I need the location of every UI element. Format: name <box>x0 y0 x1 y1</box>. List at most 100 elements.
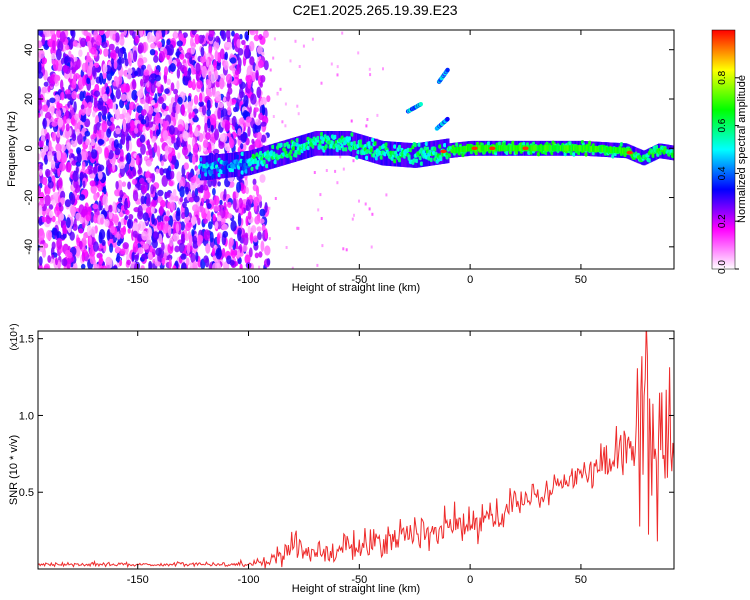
y-tick-label: 1.0 <box>19 410 34 422</box>
noise-speckle <box>156 145 161 157</box>
noise-speckle <box>44 128 48 135</box>
sparse-speckle <box>385 193 388 197</box>
ridge-core <box>210 170 214 175</box>
ridge-band <box>605 146 608 153</box>
noise-speckle <box>123 199 129 211</box>
sparse-speckle <box>281 120 284 124</box>
noise-speckle <box>178 33 184 41</box>
noise-speckle <box>59 162 66 172</box>
ridge-band <box>588 145 591 152</box>
ridge-core <box>505 150 509 155</box>
sparse-speckle <box>371 212 374 216</box>
noise-speckle <box>264 202 268 213</box>
noise-speckle <box>205 132 211 141</box>
noise-speckle <box>130 119 135 129</box>
noise-speckle <box>136 105 143 114</box>
noise-speckle <box>44 184 48 196</box>
noise-speckle <box>70 205 76 218</box>
noise-speckle <box>256 86 262 99</box>
noise-speckle <box>150 83 156 94</box>
spectrogram-x-axis: -150 -100 -50 0 50 <box>127 30 587 286</box>
noise-speckle <box>159 205 164 216</box>
ridge-band <box>482 145 485 152</box>
noise-speckle <box>155 129 160 137</box>
noise-speckle <box>116 240 121 247</box>
ridge-band <box>604 146 607 153</box>
noise-speckle <box>60 57 65 65</box>
ridge-core <box>222 169 226 175</box>
noise-speckle <box>223 188 227 200</box>
noise-speckle <box>187 80 193 89</box>
noise-speckle <box>223 60 229 71</box>
ridge-outer <box>222 153 226 179</box>
sparse-speckle <box>316 263 319 267</box>
ridge-core <box>568 141 573 146</box>
ridge-band <box>546 145 549 152</box>
y-tick-label: 1.5 <box>19 334 34 346</box>
noise-speckle <box>198 205 205 213</box>
ridge-band <box>547 145 550 152</box>
ridge-band <box>576 145 579 152</box>
noise-speckle <box>107 48 111 59</box>
sparse-speckle <box>368 207 371 211</box>
noise-speckle <box>110 225 116 234</box>
snr-frame <box>37 330 675 570</box>
noise-speckle <box>123 121 127 133</box>
ridge-core <box>379 155 384 160</box>
noise-speckle <box>226 91 231 102</box>
noise-speckle <box>245 199 252 212</box>
noise-speckle <box>218 204 224 210</box>
noise-speckle <box>68 50 72 57</box>
noise-speckle <box>104 204 110 212</box>
noise-speckle <box>209 231 214 243</box>
ridge-band <box>541 145 543 152</box>
ridge-core <box>289 149 294 154</box>
noise-speckle <box>115 46 120 54</box>
ridge-band <box>505 145 508 152</box>
noise-speckle <box>192 240 199 249</box>
noise-speckle <box>184 217 189 224</box>
noise-speckle <box>45 138 50 148</box>
ridge-band <box>452 147 455 154</box>
ridge-band <box>608 146 611 153</box>
sparse-speckle <box>268 237 271 241</box>
noise-speckle <box>87 101 93 109</box>
noise-speckle <box>168 180 174 187</box>
noise-speckle <box>180 253 187 260</box>
noise-speckle <box>76 147 82 155</box>
noise-speckle <box>108 43 115 51</box>
ridge-outer <box>218 154 221 179</box>
noise-speckle <box>74 113 79 121</box>
noise-speckle <box>53 181 56 188</box>
noise-speckle <box>176 171 182 183</box>
ridge-band <box>559 145 562 152</box>
noise-speckle <box>170 82 175 92</box>
ridge-outer <box>220 153 223 179</box>
ridge-band <box>528 145 531 152</box>
ridge-core <box>327 137 331 142</box>
noise-speckle <box>104 147 110 159</box>
noise-speckle <box>231 115 237 127</box>
snr-y-axis: 0.5 1.0 1.5 <box>19 334 674 499</box>
colorbar-gradient <box>711 29 736 270</box>
noise-speckle <box>41 33 46 46</box>
ridge-core <box>611 154 615 159</box>
noise-speckle <box>112 160 116 172</box>
noise-speckle <box>120 133 126 145</box>
noise-speckle <box>90 47 97 55</box>
noise-speckle <box>255 185 260 197</box>
ridge-band <box>607 146 610 153</box>
noise-speckle <box>112 201 116 213</box>
ridge-band <box>517 145 520 152</box>
ridge-peak <box>471 146 478 151</box>
noise-speckle <box>79 194 86 201</box>
ridge-outer <box>244 151 248 176</box>
noise-speckle <box>216 233 221 246</box>
noise-speckle <box>108 204 113 213</box>
noise-speckle <box>55 143 62 152</box>
noise-speckle <box>85 35 91 43</box>
ridge-band <box>590 145 593 152</box>
ridge-outer <box>294 137 298 162</box>
sparse-speckle <box>313 171 316 174</box>
ridge-core <box>355 155 359 160</box>
